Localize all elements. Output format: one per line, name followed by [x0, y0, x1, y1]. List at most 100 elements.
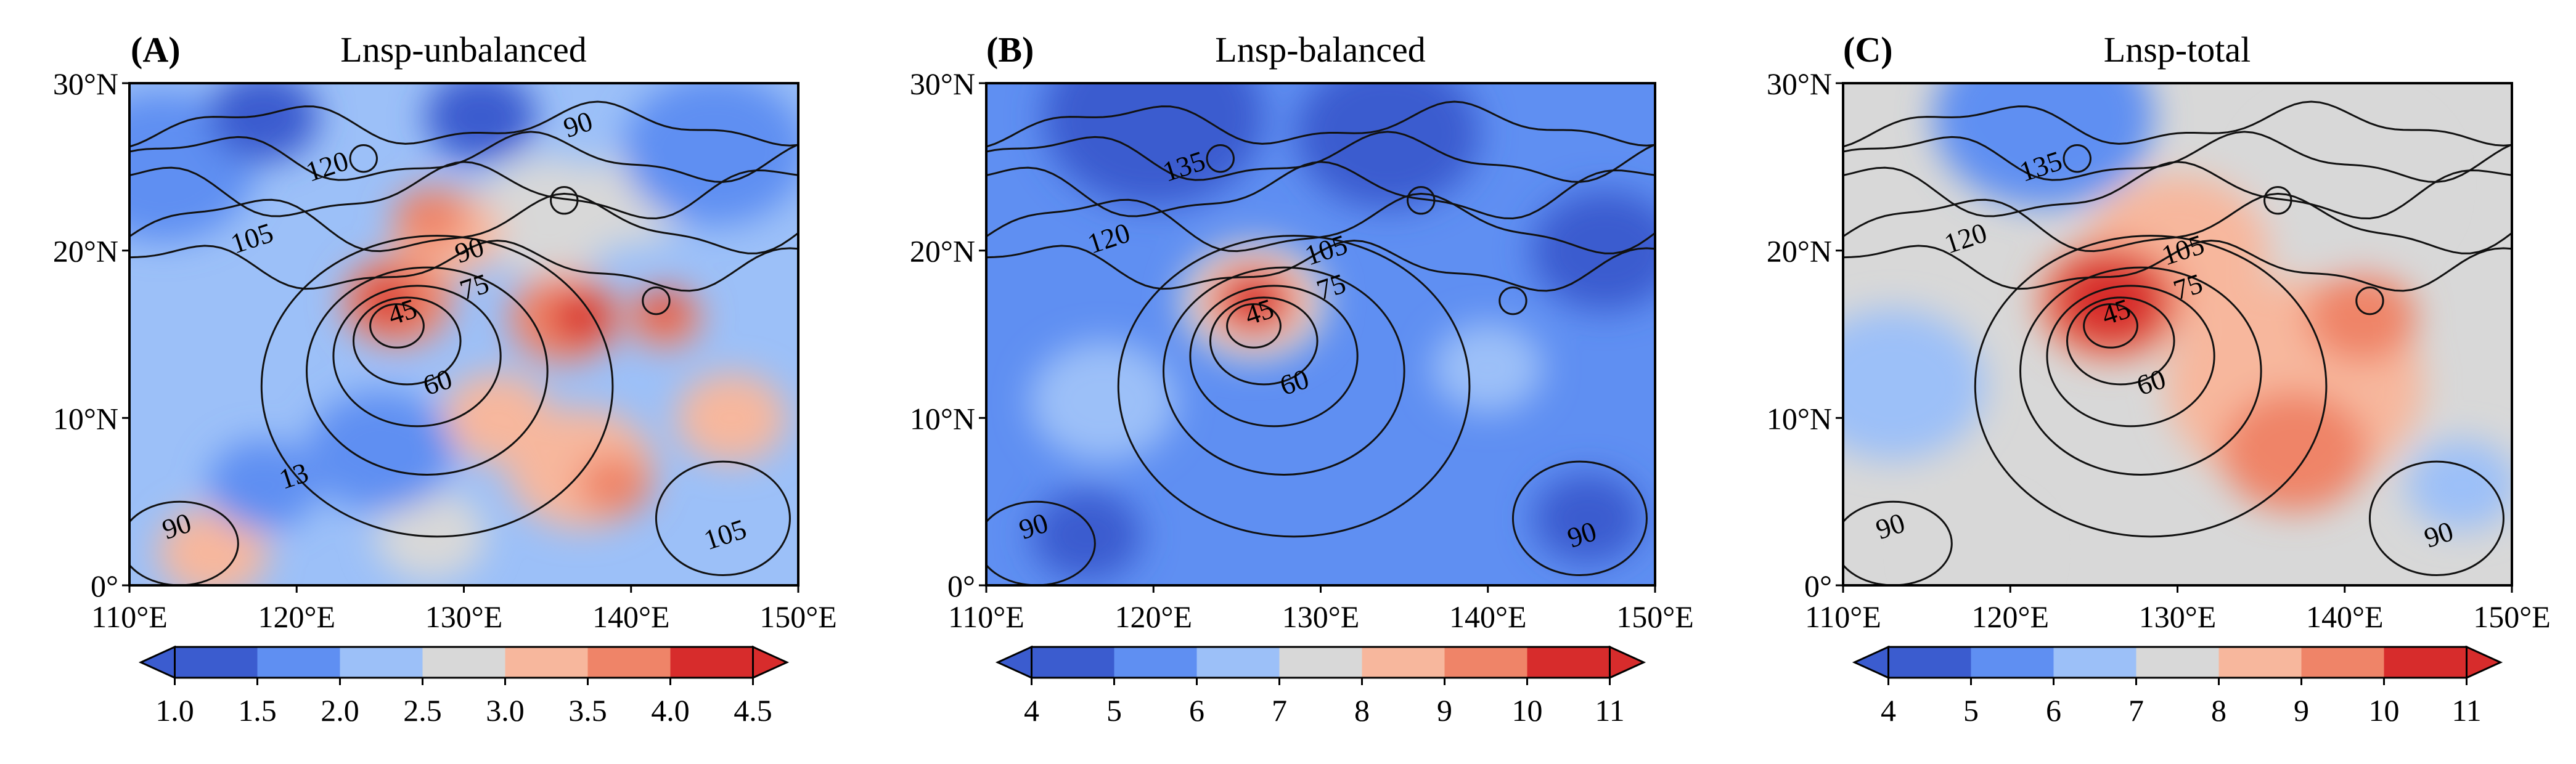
- panel-c-colorbar-segment: [1971, 647, 2054, 678]
- panel-c-colorbar-label: 4: [1881, 693, 1896, 728]
- panel-b-ytick-label: 10°N: [910, 401, 975, 436]
- panel-c-field-blob: [2406, 439, 2512, 530]
- panel-a-field-blob: [375, 490, 486, 580]
- panel-c-xtick-label: 110°E: [1805, 599, 1881, 634]
- panel-b-colorbar-outline: [1031, 646, 1611, 679]
- panel-a-field-blob: [646, 294, 683, 325]
- panel-a-contour-ring: [642, 286, 671, 315]
- panel-b-ytick-label: 20°N: [910, 234, 975, 269]
- panel-a-colorbar-label: 3.5: [568, 693, 607, 728]
- panel-c-colorbar-segment: [2384, 647, 2467, 678]
- panel-b-xtick-label: 120°E: [1114, 599, 1192, 634]
- panel-b-colorbar-segment: [1196, 647, 1280, 678]
- panel-b-colorbar-segment: [1031, 647, 1114, 678]
- panel-c-yticks: 30°N 20°N 10°N 0°: [1767, 67, 1843, 603]
- panel-a-colorbar-label: 1.0: [155, 693, 194, 728]
- panel-b-field-blob: [1043, 83, 1264, 207]
- panel-a-contour-line: [129, 100, 798, 148]
- panel-c-colorbar-label: 6: [2046, 693, 2061, 728]
- panel-b-colorbar-label: 7: [1272, 693, 1287, 728]
- panel-c-colorbar-label: 9: [2294, 693, 2309, 728]
- panel-c-colorbar-label: 8: [2211, 693, 2226, 728]
- panel-b-contour-ring: [1189, 285, 1359, 428]
- panel-a-field-blob: [425, 83, 536, 162]
- panel-a-field-blob: [676, 373, 787, 463]
- panel-c-colorbar-segment: [1888, 647, 1971, 678]
- panel-b-xticks: 110°E 120°E 130°E 140°E 150°E: [948, 585, 1694, 634]
- panel-b-ytick-label: 30°N: [910, 67, 975, 101]
- panel-a-field-blob: [442, 373, 553, 463]
- panel-c-field-blob: [2306, 272, 2417, 363]
- panel-b-contour-ring: [1163, 266, 1405, 476]
- panel-c-contour-line: [1843, 100, 2512, 148]
- panel-b-colorbar-segment: [1527, 647, 1610, 678]
- panel-b-colorbar-label: 4: [1024, 693, 1039, 728]
- panel-a-colorbar-segment: [587, 647, 671, 678]
- panel-b-contour-ring: [1117, 235, 1471, 538]
- panel-c-colorbar-label: 5: [1963, 693, 1979, 728]
- panel-c-label: (C): [1843, 30, 1893, 70]
- panel-a-contour-ring: [306, 266, 549, 476]
- panel-a-colorbar-label: 4.0: [651, 693, 690, 728]
- panel-b-contour-ring: [1499, 286, 1527, 315]
- panel-a-field-blob: [551, 293, 611, 342]
- panel-c-ytick-label: 20°N: [1767, 234, 1832, 269]
- panel-a-ytick-label: 10°N: [53, 401, 118, 436]
- panel-b-colorbar-segment: [1279, 647, 1362, 678]
- panel-a-field-blob: [393, 187, 467, 248]
- panel-c-contour-line: [1843, 131, 2512, 183]
- panel-c-contour-ring: [2066, 296, 2175, 386]
- panel-a-xticks: 110°E 120°E 130°E 140°E 150°E: [91, 585, 837, 634]
- panel-c-field-blob: [1933, 83, 2154, 207]
- panel-a-colorbar-extend-min: [138, 645, 176, 680]
- panel-c-colorbar-label: 10: [2369, 693, 2400, 728]
- panel-a-field-blob: [208, 83, 319, 162]
- panel-b-field-blob: [1029, 341, 1177, 461]
- panel-b-colorbar-segment: [1362, 647, 1445, 678]
- panel-c-field: [1843, 83, 2512, 585]
- panel-b-colorbar-extend-min: [995, 645, 1032, 680]
- panel-c-title: Lnsp-total: [2104, 30, 2251, 70]
- panel-b-colorbar-label: 6: [1189, 693, 1204, 728]
- panel-a-colorbar-outline: [174, 646, 754, 679]
- panel-b-contour-ring: [1226, 303, 1282, 349]
- panel-c-colorbar-segment: [2301, 647, 2384, 678]
- panel-c-ytick-label: 10°N: [1767, 401, 1832, 436]
- panel-c-xtick-label: 120°E: [1971, 599, 2049, 634]
- panel-b-colorbar-extend-max: [1609, 645, 1646, 680]
- panel-a-field-blob: [158, 506, 269, 585]
- panel-c-contour-ring: [2046, 285, 2215, 428]
- panel-b-contour-ring: [1206, 144, 1235, 173]
- panel-b-field-blob: [1031, 490, 1142, 580]
- panel-b-colorbar-segment: [1114, 647, 1197, 678]
- panel-a-colorbar-segment: [505, 647, 588, 678]
- panel-b-field-blob: [1532, 473, 1644, 564]
- panel-c-contour-ring: [2083, 303, 2138, 349]
- panel-a-field: [129, 83, 798, 585]
- panel-a-contour-ring: [550, 185, 579, 215]
- panel-a-contour-ring: [349, 144, 378, 173]
- panel-a-contour-ring: [655, 460, 791, 577]
- panel-c-field-blob: [2252, 108, 2437, 259]
- panel-c-colorbar-segment: [2136, 647, 2219, 678]
- panel-c-contour-ring: [2019, 266, 2262, 476]
- panel-a-contour-ring: [352, 296, 462, 386]
- panel-a-ytick-label: 30°N: [53, 67, 118, 101]
- panel-a-field-blob: [577, 455, 652, 515]
- panel-c-colorbar-label: 7: [2128, 693, 2144, 728]
- panel-b-colorbar-label: 10: [1512, 693, 1543, 728]
- panel-b-field-blob: [1531, 190, 1655, 311]
- panel-a-contour-ring: [369, 303, 425, 349]
- panel-c-xtick-label: 150°E: [2473, 599, 2551, 634]
- panel-a-colorbar-segment: [422, 647, 505, 678]
- panel-b-contour-line: [986, 131, 1655, 183]
- panel-a-ytick-label: 0°: [91, 569, 118, 603]
- panel-c-colorbar-segment: [2053, 647, 2136, 678]
- panel-a-field-blob: [623, 83, 798, 226]
- panel-a-contour-ring: [332, 285, 502, 428]
- panel-b-contour-line: [986, 100, 1655, 148]
- panel-a-colorbar-segment: [340, 647, 423, 678]
- panel-a-colorbar-segment: [670, 647, 753, 678]
